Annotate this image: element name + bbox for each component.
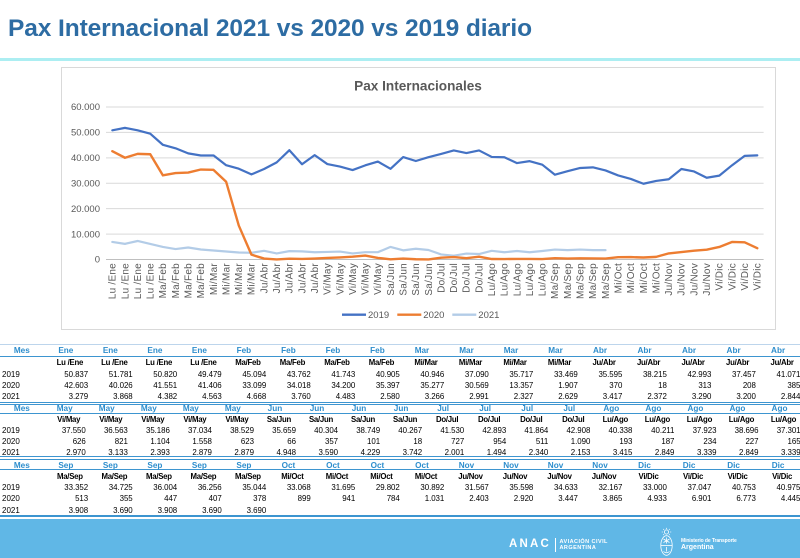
svg-text:Vi/May: Vi/May [348, 263, 359, 295]
svg-text:Vi/May: Vi/May [335, 263, 346, 295]
svg-text:Lu/Ago: Lu/Ago [525, 263, 536, 296]
svg-text:Ma/Feb: Ma/Feb [158, 263, 169, 299]
svg-text:Ju/Nov: Ju/Nov [664, 263, 675, 296]
svg-text:Ma/Feb: Ma/Feb [171, 263, 182, 299]
svg-text:Ju/Abr: Ju/Abr [272, 263, 283, 294]
svg-text:Vi/May: Vi/May [373, 263, 384, 295]
svg-text:Mi/Mar: Mi/Mar [234, 263, 245, 295]
svg-text:Mi/Mar: Mi/Mar [221, 263, 232, 295]
svg-text:Mi/Oct: Mi/Oct [639, 263, 650, 293]
svg-text:Ju/Abr: Ju/Abr [259, 263, 270, 294]
svg-text:Sa/Jun: Sa/Jun [411, 263, 422, 296]
svg-text:Vi/Dic: Vi/Dic [753, 263, 764, 290]
svg-text:Do/Jul: Do/Jul [462, 263, 473, 293]
svg-text:Sa/Jun: Sa/Jun [398, 263, 409, 296]
svg-text:Vi/May: Vi/May [361, 263, 372, 295]
svg-text:Vi/Dic: Vi/Dic [715, 263, 726, 290]
svg-text:Ma/Sep: Ma/Sep [576, 263, 587, 299]
svg-text:Ju/Nov: Ju/Nov [689, 263, 700, 296]
svg-text:30.000: 30.000 [71, 178, 100, 189]
svg-text:2020: 2020 [423, 310, 444, 321]
svg-text:Lu /Ene: Lu /Ene [120, 263, 131, 299]
svg-text:2021: 2021 [478, 310, 499, 321]
svg-text:Ma/Feb: Ma/Feb [196, 263, 207, 299]
svg-text:20.000: 20.000 [71, 204, 100, 215]
svg-text:Lu/Ago: Lu/Ago [512, 263, 523, 296]
svg-text:Mi/Mar: Mi/Mar [247, 263, 258, 295]
svg-text:Lu /Ene: Lu /Ene [108, 263, 119, 299]
svg-text:Ju/Abr: Ju/Abr [310, 263, 321, 294]
svg-text:Do/Jul: Do/Jul [436, 263, 447, 293]
svg-text:50.000: 50.000 [71, 128, 100, 139]
svg-text:Mi/Oct: Mi/Oct [613, 263, 624, 293]
svg-text:Mi/Oct: Mi/Oct [651, 263, 662, 293]
svg-text:2019: 2019 [368, 310, 389, 321]
svg-text:Ma/Sep: Ma/Sep [588, 263, 599, 299]
svg-text:Sa/Jun: Sa/Jun [386, 263, 397, 296]
svg-text:Ma/Sep: Ma/Sep [601, 263, 612, 299]
svg-text:Mi/Mar: Mi/Mar [209, 263, 220, 295]
svg-text:Do/Jul: Do/Jul [474, 263, 485, 293]
svg-text:Ma/Feb: Ma/Feb [184, 263, 195, 299]
svg-text:10.000: 10.000 [71, 229, 100, 240]
svg-text:Ju/Abr: Ju/Abr [297, 263, 308, 294]
svg-text:60.000: 60.000 [71, 102, 100, 113]
svg-text:Ju/Nov: Ju/Nov [677, 263, 688, 296]
svg-text:Lu/Ago: Lu/Ago [500, 263, 511, 296]
svg-text:Vi/Dic: Vi/Dic [727, 263, 738, 290]
svg-text:0: 0 [95, 255, 100, 266]
svg-text:Lu/Ago: Lu/Ago [487, 263, 498, 296]
svg-text:Ju/Nov: Ju/Nov [702, 263, 713, 296]
svg-text:Lu /Ene: Lu /Ene [133, 263, 144, 299]
svg-text:Vi/Dic: Vi/Dic [740, 263, 751, 290]
svg-text:Lu /Ene: Lu /Ene [146, 263, 157, 299]
svg-text:Pax Internacionales: Pax Internacionales [354, 79, 482, 94]
svg-text:Mi/Oct: Mi/Oct [626, 263, 637, 293]
svg-text:Do/Jul: Do/Jul [449, 263, 460, 293]
svg-text:Vi/May: Vi/May [323, 263, 334, 295]
svg-text:Lu/Ago: Lu/Ago [538, 263, 549, 296]
svg-text:Ma/Sep: Ma/Sep [550, 263, 561, 299]
svg-text:Ma/Sep: Ma/Sep [563, 263, 574, 299]
svg-text:40.000: 40.000 [71, 153, 100, 164]
svg-text:Ju/Abr: Ju/Abr [285, 263, 296, 294]
svg-text:Sa/Jun: Sa/Jun [424, 263, 435, 296]
